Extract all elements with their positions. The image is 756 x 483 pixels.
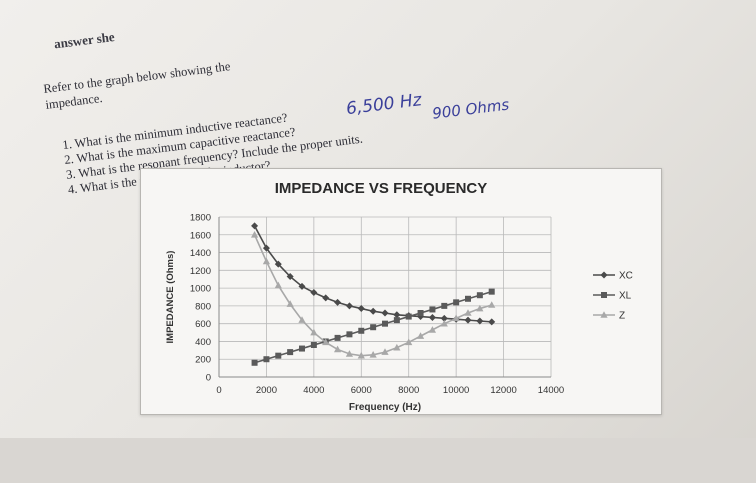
- data-point-z: [286, 300, 294, 307]
- data-point-xl: [251, 359, 258, 366]
- paper-background: answer she Refer to the graph below show…: [0, 0, 756, 438]
- data-point-z: [298, 316, 306, 323]
- data-point-z: [250, 230, 259, 238]
- data-point-z: [322, 338, 330, 346]
- data-point-xc: [274, 260, 282, 268]
- data-point-z: [488, 301, 496, 308]
- impedance-chart: IMPEDANCE VS FREQUENCY 0 200 400 600 800 1000 1…: [165, 180, 633, 413]
- data-point-xc: [322, 294, 330, 302]
- data-point-xl: [405, 313, 412, 320]
- data-point-xl: [453, 299, 460, 306]
- data-point-xl: [287, 349, 294, 356]
- data-point-z: [464, 309, 472, 316]
- data-point-xc: [345, 302, 353, 310]
- data-point-xl: [393, 317, 400, 324]
- x-tick-label: 10000: [443, 385, 469, 396]
- data-point-z: [381, 348, 389, 355]
- data-point-xl: [429, 306, 436, 313]
- data-point-xl: [476, 292, 483, 299]
- handwritten-answer-2: 900 Ohms: [431, 95, 511, 123]
- data-point-z: [274, 281, 282, 289]
- data-point-xc: [381, 309, 389, 317]
- worksheet-header: answer she: [53, 29, 116, 52]
- data-point-xc: [357, 305, 365, 313]
- data-point-xl: [417, 310, 424, 316]
- legend-marker-xl: [601, 292, 607, 298]
- data-point-xl: [358, 327, 365, 334]
- data-point-z: [416, 332, 425, 339]
- x-tick-label: 8000: [398, 385, 419, 396]
- y-tick-label: 800: [195, 301, 211, 312]
- data-point-xc: [440, 314, 448, 322]
- data-point-xc: [334, 298, 342, 306]
- x-tick-label: 0: [216, 385, 221, 396]
- y-tick-label: 400: [195, 337, 211, 348]
- data-point-xc: [369, 307, 377, 315]
- data-point-z: [476, 304, 484, 312]
- data-point-xc: [417, 313, 425, 321]
- y-tick-label: 1400: [190, 248, 211, 259]
- y-tick-label: 0: [206, 373, 211, 384]
- data-point-xc: [262, 244, 270, 252]
- data-point-z: [428, 326, 437, 333]
- y-tick-label: 200: [195, 355, 211, 366]
- y-tick-label: 1000: [190, 284, 211, 295]
- y-axis-label: IMPEDANCE (Ohms): [165, 251, 176, 344]
- data-point-xl: [299, 345, 305, 352]
- legend-marker-z: [600, 311, 608, 318]
- data-point-xc: [428, 313, 436, 321]
- data-point-z: [357, 351, 365, 359]
- data-point-z: [369, 350, 377, 358]
- data-point-z: [262, 257, 271, 265]
- data-point-xl: [334, 334, 341, 341]
- data-point-xl: [310, 342, 317, 348]
- data-point-z: [405, 338, 413, 346]
- data-point-z: [452, 314, 460, 322]
- legend-label-xc: XC: [619, 271, 633, 282]
- data-point-xl: [263, 356, 270, 363]
- data-point-xl: [275, 352, 282, 359]
- handwritten-answer-1: 6,500 Hz: [345, 90, 423, 120]
- data-point-z: [310, 328, 318, 336]
- x-axis-label: Frequency (Hz): [349, 402, 421, 413]
- y-tick-label: 600: [195, 319, 211, 330]
- data-point-xc: [310, 289, 318, 297]
- data-point-xc: [488, 318, 496, 326]
- x-tick-label: 2000: [256, 385, 277, 396]
- x-tick-label: 6000: [351, 385, 372, 396]
- data-point-xc: [476, 317, 484, 325]
- chart-panel: IMPEDANCE VS FREQUENCY 0 200 400 600 800 1000 1…: [140, 168, 662, 415]
- x-tick-label: 14000: [538, 385, 564, 396]
- data-point-xc: [251, 222, 259, 230]
- data-point-xl: [346, 331, 353, 338]
- x-tick-label: 12000: [490, 385, 516, 396]
- data-point-xc: [464, 316, 472, 324]
- data-point-xl: [382, 320, 388, 327]
- data-point-xc: [286, 273, 294, 281]
- data-point-xl: [465, 295, 471, 302]
- x-tick-label: 4000: [303, 385, 324, 396]
- data-point-xl: [370, 324, 377, 331]
- data-point-z: [393, 343, 401, 351]
- data-point-xl: [441, 302, 448, 309]
- legend-label-xl: XL: [619, 291, 632, 302]
- data-point-z: [440, 319, 448, 327]
- data-point-xc: [298, 282, 306, 290]
- data-point-xl: [488, 288, 495, 295]
- y-tick-label: 1600: [190, 230, 211, 241]
- prompt-line-1: Refer to the graph below showing the: [42, 59, 232, 96]
- chart-title: IMPEDANCE VS FREQUENCY: [275, 180, 488, 197]
- y-tick-label: 1200: [190, 266, 211, 277]
- legend-marker-xc: [600, 271, 608, 279]
- data-point-z: [345, 350, 354, 357]
- data-point-xc: [393, 311, 401, 319]
- legend-label-z: Z: [619, 311, 625, 322]
- y-tick-label: 1800: [190, 213, 211, 224]
- data-point-z: [333, 345, 342, 353]
